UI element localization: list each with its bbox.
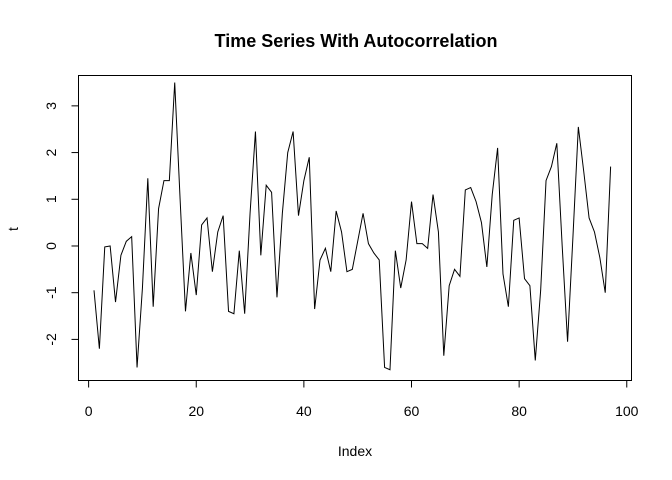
x-tick-label: 100 xyxy=(615,403,639,419)
x-tick-label: 0 xyxy=(85,403,93,419)
x-axis-label: Index xyxy=(338,443,372,459)
y-tick-label: -2 xyxy=(43,333,59,346)
plot-area-frame xyxy=(78,75,632,381)
chart-title: Time Series With Autocorrelation xyxy=(215,31,498,51)
x-tick-label: 40 xyxy=(296,403,312,419)
series-line xyxy=(93,82,612,371)
x-axis: 0 20 40 60 80 100 xyxy=(85,380,639,419)
y-tick-label: 1 xyxy=(43,195,59,203)
x-tick-label: 80 xyxy=(511,403,527,419)
x-tick-label: 60 xyxy=(404,403,420,419)
y-axis: -2 -1 0 1 2 3 xyxy=(43,102,79,346)
y-tick-label: 2 xyxy=(43,148,59,156)
y-tick-label: 3 xyxy=(43,102,59,110)
y-axis-label: t xyxy=(5,227,21,231)
y-tick-label: 0 xyxy=(43,242,59,250)
x-tick-label: 20 xyxy=(188,403,204,419)
y-tick-label: -1 xyxy=(43,286,59,299)
